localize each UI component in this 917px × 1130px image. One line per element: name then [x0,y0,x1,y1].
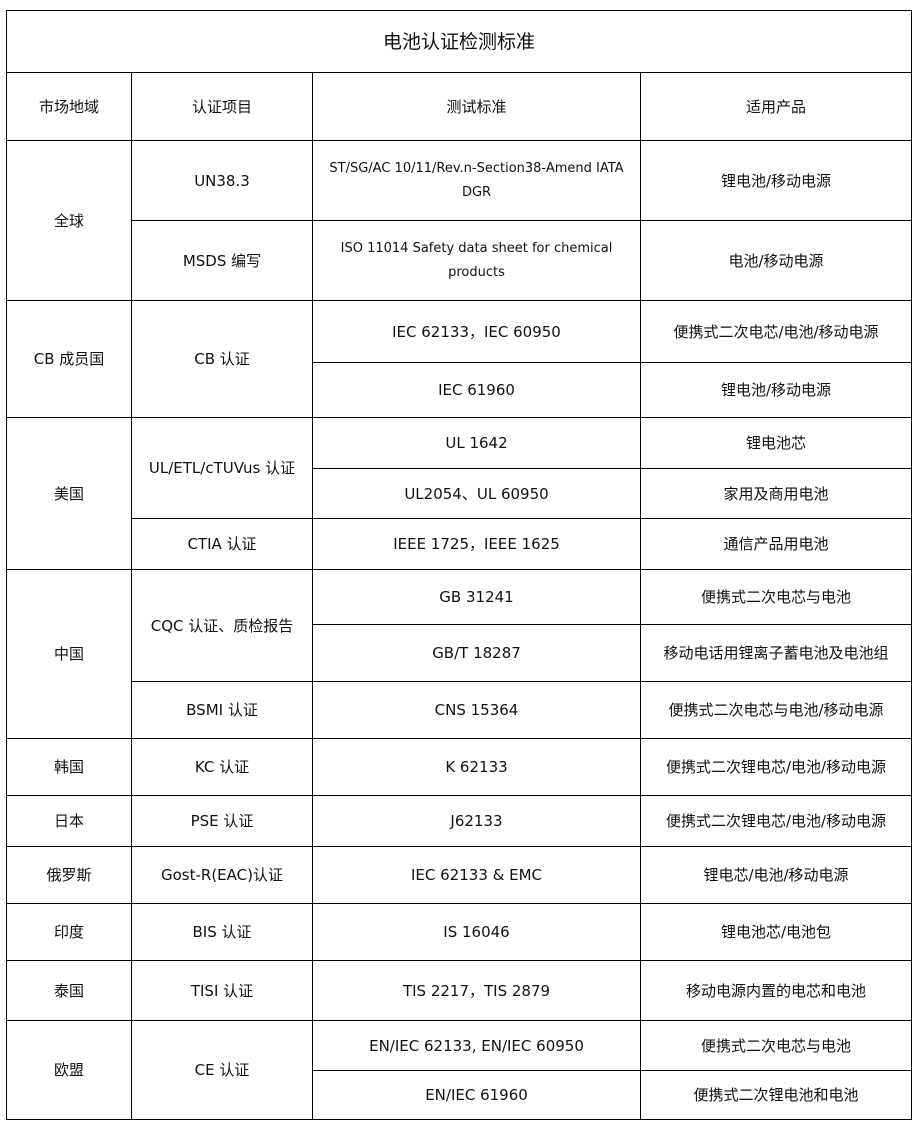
standard-cell: IS 16046 [312,903,641,961]
cert-cell: CQC 认证、质检报告 [131,569,313,682]
product-cell: 锂电池/移动电源 [639,140,913,221]
cert-cell: MSDS 编写 [131,220,313,301]
table-row: 俄罗斯 Gost-R(EAC)认证 IEC 62133 & EMC 锂电芯/电池… [6,846,913,904]
table-row: 美国 UL/ETL/cTUVus 认证 UL 1642 锂电池芯 [6,417,913,570]
table-row: CB 成员国 CB 认证 IEC 62133，IEC 60950 便携式二次电芯… [6,300,913,418]
region-cell: 美国 [6,417,132,570]
table-row: 印度 BIS 认证 IS 16046 锂电池芯/电池包 [6,903,913,961]
table-row: 韩国 KC 认证 K 62133 便携式二次锂电芯/电池/移动电源 [6,738,913,796]
table-row: CTIA 认证 IEEE 1725，IEEE 1625 通信产品用电池 [7,518,913,570]
product-cell: 锂电池芯/电池包 [639,903,913,961]
table-row: IEC 61960 锂电池/移动电源 [7,362,913,418]
product-cell: 锂电芯/电池/移动电源 [639,846,913,904]
table-row: MSDS 编写 ISO 11014 Safety data sheet for … [7,220,913,301]
table-row: 欧盟 CE 认证 EN/IEC 62133, EN/IEC 60950 便携式二… [6,1020,913,1120]
cert-cell: UL/ETL/cTUVus 认证 [131,417,313,519]
standard-cell: IEC 61960 [312,362,641,418]
table-title: 电池认证检测标准 [5,10,913,73]
product-cell: 移动电源内置的电芯和电池 [639,960,913,1021]
standard-cell: UL 1642 [312,417,641,469]
product-cell: 锂电池芯 [639,417,913,469]
standard-cell: IEEE 1725，IEEE 1625 [312,518,641,570]
standard-cell: EN/IEC 62133, EN/IEC 60950 [312,1020,641,1071]
region-cell: 全球 [6,140,132,301]
product-cell: 便携式二次锂电芯/电池/移动电源 [639,738,913,796]
standard-cell: EN/IEC 61960 [312,1070,641,1120]
standard-cell: TIS 2217，TIS 2879 [312,960,641,1021]
standard-cell: GB/T 18287 [312,624,641,682]
cert-cell: KC 认证 [131,738,313,796]
table-row: 中国 CQC 认证、质检报告 GB 31241 便携式二次电芯与电池 [6,569,913,739]
standard-cell: UL2054、UL 60950 [312,468,641,519]
region-cell: 俄罗斯 [6,846,132,904]
standard-cell: J62133 [312,795,641,847]
header-standard: 测试标准 [312,72,641,141]
product-cell: 电池/移动电源 [639,220,913,301]
header-cert: 认证项目 [131,72,313,141]
product-cell: 便携式二次锂电芯/电池/移动电源 [639,795,913,847]
cert-cell: PSE 认证 [131,795,313,847]
table-row: 泰国 TISI 认证 TIS 2217，TIS 2879 移动电源内置的电芯和电… [6,960,913,1021]
standard-cell: GB 31241 [312,569,641,625]
cert-cell: TISI 认证 [131,960,313,1021]
standard-cell: CNS 15364 [312,681,641,739]
standard-cell: K 62133 [312,738,641,796]
product-cell: 便携式二次电芯与电池 [639,1020,913,1071]
cert-cell: CB 认证 [131,300,313,418]
table-row: BSMI 认证 CNS 15364 便携式二次电芯与电池/移动电源 [7,681,913,739]
cert-cell: CE 认证 [131,1020,313,1120]
cert-cell: UN38.3 [131,140,313,221]
standard-cell: ST/SG/AC 10/11/Rev.n-Section38-Amend IAT… [312,140,641,221]
product-cell: 便携式二次锂电池和电池 [639,1070,913,1120]
product-cell: 移动电话用锂离子蓄电池及电池组 [639,624,913,682]
table-row: GB/T 18287 移动电话用锂离子蓄电池及电池组 [7,624,913,682]
region-cell: 欧盟 [6,1020,132,1120]
region-cell: CB 成员国 [6,300,132,418]
product-cell: 家用及商用电池 [639,468,913,519]
header-row: 市场地域 认证项目 测试标准 适用产品 [6,72,913,141]
product-cell: 便携式二次电芯与电池 [639,569,913,625]
header-product: 适用产品 [639,72,913,141]
table-row: 日本 PSE 认证 J62133 便携式二次锂电芯/电池/移动电源 [6,795,913,847]
region-cell: 日本 [6,795,132,847]
standard-cell: IEC 62133，IEC 60950 [312,300,641,363]
product-cell: 便携式二次电芯与电池/移动电源 [639,681,913,739]
product-cell: 通信产品用电池 [639,518,913,570]
table-row: EN/IEC 61960 便携式二次锂电池和电池 [7,1070,913,1120]
header-region: 市场地域 [6,72,132,141]
region-cell: 中国 [6,569,132,739]
standard-cell: ISO 11014 Safety data sheet for chemical… [312,220,641,301]
region-cell: 印度 [6,903,132,961]
cert-cell: Gost-R(EAC)认证 [131,846,313,904]
region-cell: 韩国 [6,738,132,796]
certification-table: 电池认证检测标准 市场地域 认证项目 测试标准 适用产品 全球 UN38.3 S… [5,10,913,1120]
region-cell: 泰国 [6,960,132,1021]
cert-cell: BIS 认证 [131,903,313,961]
table-row: 全球 UN38.3 ST/SG/AC 10/11/Rev.n-Section38… [6,140,913,301]
standard-cell: IEC 62133 & EMC [312,846,641,904]
cert-cell: CTIA 认证 [131,518,313,570]
cert-cell: BSMI 认证 [131,681,313,739]
product-cell: 便携式二次电芯/电池/移动电源 [639,300,913,363]
product-cell: 锂电池/移动电源 [639,362,913,418]
table-row: UL2054、UL 60950 家用及商用电池 [7,468,913,519]
